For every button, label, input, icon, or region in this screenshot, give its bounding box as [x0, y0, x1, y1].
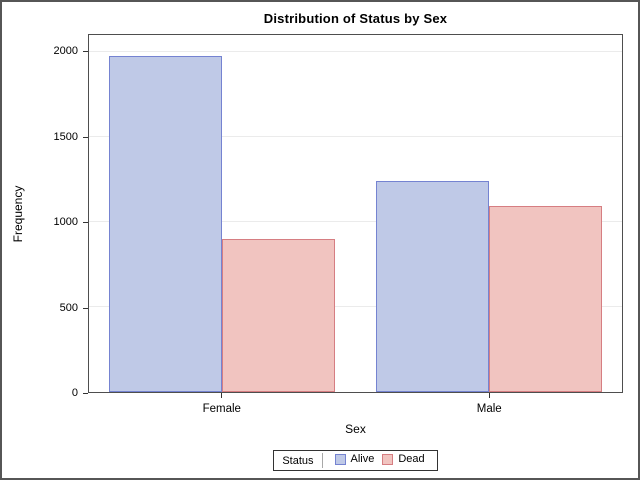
- gridline: [89, 136, 622, 137]
- y-tick-label: 2000: [53, 45, 78, 58]
- x-axis-title: Sex: [345, 422, 366, 436]
- gridline: [89, 51, 622, 52]
- gridline: [89, 221, 622, 222]
- legend-title: Status: [282, 454, 314, 467]
- x-tick: [488, 393, 490, 398]
- legend-box: Status Alive Dead: [273, 450, 438, 471]
- y-tick: [83, 393, 88, 394]
- bar-dead-male: [488, 206, 602, 392]
- legend-swatch-dead: [382, 453, 394, 465]
- chart-title: Distribution of Status by Sex: [263, 11, 448, 26]
- legend-swatch-alive: [334, 453, 346, 465]
- plot-area: [88, 34, 623, 393]
- x-tick-label: Female: [202, 403, 241, 415]
- y-tick: [83, 51, 88, 53]
- y-tick-label: 1000: [53, 216, 78, 229]
- bar-dead-female: [222, 239, 336, 392]
- y-axis-title: Frequency: [11, 185, 25, 242]
- legend-items: Alive Dead: [331, 453, 429, 468]
- y-tick: [83, 222, 88, 224]
- legend-item-alive: Alive: [334, 453, 375, 466]
- legend-item-label: Alive: [350, 453, 375, 466]
- y-tick: [83, 136, 88, 138]
- y-tick-label: 0: [71, 387, 78, 399]
- legend-item-dead: Dead: [382, 453, 425, 466]
- x-tick-label: Male: [476, 403, 502, 415]
- bar-alive-male: [375, 180, 489, 392]
- y-tick-label: 1500: [53, 130, 78, 143]
- gridline: [89, 306, 622, 307]
- x-tick: [221, 393, 223, 398]
- y-tick-label: 500: [59, 301, 78, 314]
- y-tick: [83, 307, 88, 309]
- bar-alive-female: [109, 56, 223, 392]
- legend-divider: [321, 453, 323, 468]
- legend: Status Alive Dead: [88, 450, 623, 471]
- legend-item-label: Dead: [398, 453, 425, 466]
